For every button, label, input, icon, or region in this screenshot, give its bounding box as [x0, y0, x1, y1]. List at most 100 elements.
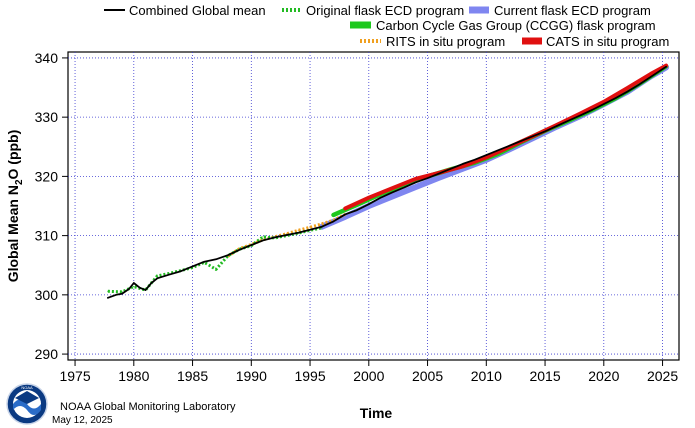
y-tick-label-340: 340	[35, 50, 59, 66]
data-point-combined-global-mean-30	[415, 181, 417, 183]
data-point-combined-global-mean-5	[139, 287, 141, 289]
data-point-current-flask-ecd-program-3	[391, 195, 393, 198]
data-point-combined-global-mean-4	[133, 282, 135, 284]
data-point-combined-global-mean-10	[180, 270, 182, 272]
data-point-cats-in-situ-program-3	[415, 178, 417, 180]
data-point-combined-global-mean-25	[356, 209, 358, 211]
data-point-cats-in-situ-program-6	[485, 156, 487, 158]
data-point-combined-global-mean-2	[121, 293, 123, 295]
data-point-cats-in-situ-program-2	[391, 187, 393, 189]
data-point-combined-global-mean-29	[403, 187, 405, 189]
data-point-combined-global-mean-50	[650, 76, 652, 78]
data-point-combined-global-mean-18	[274, 236, 276, 238]
legend-label-cats: CATS in situ program	[546, 34, 669, 49]
data-point-combined-global-mean-39	[520, 140, 523, 142]
legend-label-rits: RITS in situ program	[386, 34, 505, 49]
data-point-combined-global-mean-11	[191, 265, 194, 267]
data-point-combined-global-mean-36	[485, 154, 487, 156]
noaa-logo: NOAA	[6, 383, 48, 425]
footer-org: NOAA Global Monitoring Laboratory	[60, 401, 236, 413]
data-point-combined-global-mean-44	[579, 114, 581, 116]
series-combined-global-mean	[107, 65, 667, 299]
data-point-original-flask-ecd-program-9	[215, 268, 217, 270]
data-point-combined-global-mean-21	[309, 229, 311, 231]
data-point-combined-global-mean-24	[344, 213, 346, 215]
data-point-current-flask-ecd-program-5	[438, 177, 440, 179]
data-point-cats-in-situ-program-0	[344, 207, 346, 209]
data-point-rits-in-situ-program-6	[297, 229, 299, 231]
data-point-cats-in-situ-program-13	[650, 73, 652, 75]
x-tick-label-2025: 2025	[647, 368, 678, 384]
data-series	[107, 63, 670, 299]
data-point-original-flask-ecd-program-4	[156, 275, 158, 277]
data-point-combined-global-mean-43	[567, 120, 570, 122]
data-point-combined-global-mean-20	[297, 232, 299, 234]
data-point-original-flask-ecd-program-0	[107, 290, 109, 292]
y-tick-label-330: 330	[35, 109, 59, 125]
data-point-combined-global-mean-15	[238, 249, 241, 251]
data-point-combined-global-mean-16	[250, 244, 252, 246]
data-point-original-flask-ecd-program-2	[133, 286, 135, 288]
data-point-combined-global-mean-6	[144, 289, 147, 291]
x-axis-title: Time	[360, 405, 393, 421]
data-point-combined-global-mean-47	[614, 97, 617, 99]
data-point-combined-global-mean-9	[168, 274, 170, 276]
y-tick-label-300: 300	[35, 287, 59, 303]
data-point-combined-global-mean-51	[665, 66, 667, 68]
x-tick-label-1980: 1980	[118, 368, 149, 384]
y-tick-label-320: 320	[35, 168, 59, 184]
x-tick-label-2000: 2000	[353, 368, 384, 384]
data-point-combined-global-mean-8	[156, 277, 158, 279]
data-point-current-flask-ecd-program-4	[415, 186, 417, 188]
data-point-combined-global-mean-3	[128, 288, 130, 290]
x-tick-label-1995: 1995	[294, 368, 325, 384]
data-point-combined-global-mean-19	[285, 234, 288, 236]
legend-label-current-flask: Current flask ECD program	[494, 3, 651, 18]
data-point-carbon-cycle-gas-group-ccgg-flask-program-0	[332, 214, 335, 216]
data-point-combined-global-mean-32	[438, 172, 440, 174]
series-line-combined-global-mean	[107, 65, 667, 299]
grid-lines	[68, 52, 679, 360]
x-tick-label-1985: 1985	[177, 368, 208, 384]
data-point-rits-in-situ-program-8	[321, 223, 323, 225]
footer-date: May 12, 2025	[52, 415, 113, 426]
data-point-combined-global-mean-48	[626, 91, 628, 93]
legend-label-ccgg: Carbon Cycle Gas Group (CCGG) flask prog…	[376, 18, 656, 33]
data-point-combined-global-mean-26	[368, 203, 370, 205]
data-point-combined-global-mean-1	[115, 294, 117, 296]
data-point-combined-global-mean-45	[591, 109, 593, 111]
legend-label-combined: Combined Global mean	[129, 3, 266, 18]
data-point-combined-global-mean-40	[532, 135, 534, 137]
data-point-combined-global-mean-35	[473, 159, 476, 161]
data-point-cats-in-situ-program-12	[626, 87, 628, 89]
data-point-combined-global-mean-31	[426, 177, 429, 179]
data-point-combined-global-mean-12	[203, 261, 205, 263]
data-point-current-flask-ecd-program-1	[344, 216, 346, 218]
data-point-combined-global-mean-42	[556, 125, 558, 127]
data-point-combined-global-mean-37	[497, 149, 499, 151]
data-point-combined-global-mean-38	[509, 145, 511, 147]
data-point-combined-global-mean-49	[638, 84, 640, 86]
data-point-combined-global-mean-23	[332, 220, 335, 222]
data-point-combined-global-mean-0	[107, 297, 109, 299]
data-point-combined-global-mean-33	[450, 168, 452, 170]
y-axis-title: Global Mean N2O (ppb)	[5, 130, 25, 283]
x-tick-label-1990: 1990	[236, 368, 267, 384]
data-point-combined-global-mean-28	[391, 191, 393, 193]
axes: 1975 1980 1985 1990 1995 2000 2005 2010 2015 2020…	[35, 50, 679, 384]
data-point-combined-global-mean-27	[379, 197, 382, 199]
data-point-combined-global-mean-34	[462, 163, 464, 165]
data-point-combined-global-mean-22	[321, 226, 323, 228]
data-point-cats-in-situ-program-11	[603, 101, 605, 103]
legend-label-original-flask: Original flask ECD program	[306, 3, 464, 18]
data-point-combined-global-mean-46	[603, 103, 605, 105]
data-point-cats-in-situ-program-5	[462, 165, 464, 167]
data-point-rits-in-situ-program-7	[309, 226, 311, 228]
legend: Combined Global mean Original flask ECD …	[104, 3, 669, 49]
x-tick-label-1975: 1975	[59, 368, 90, 384]
data-point-combined-global-mean-13	[215, 258, 217, 260]
series-line-rits-in-situ-program	[226, 212, 346, 258]
x-tick-label-2015: 2015	[529, 368, 560, 384]
data-point-cats-in-situ-program-14	[665, 65, 667, 67]
